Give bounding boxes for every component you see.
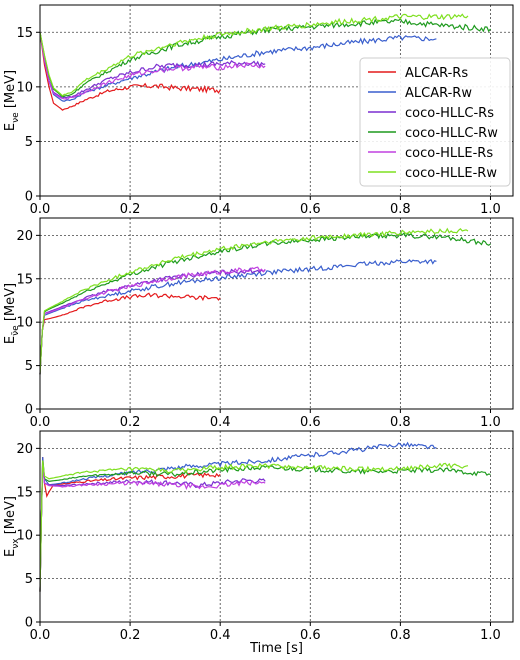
y-tick-label: 10 <box>16 529 33 544</box>
y-tick-label: 20 <box>16 442 33 457</box>
x-tick-label: 1.0 <box>480 628 501 643</box>
series-line-coco-HLLC-Rw <box>39 232 491 375</box>
y-tick-label: 0 <box>25 403 33 418</box>
y-tick-label: 0 <box>25 190 33 205</box>
x-tick-label: 0.4 <box>210 202 231 217</box>
series-line-coco-HLLE-Rw <box>39 227 469 375</box>
axes-frame <box>39 4 514 197</box>
y-axis-label-sub: ν̄e <box>11 325 21 336</box>
y-axis-label: Eν̄e [MeV] <box>3 283 21 344</box>
series-line-ALCAR-Rw <box>39 32 437 102</box>
series-line-coco-HLLE-Rs <box>39 465 266 592</box>
x-tick-label: 0.8 <box>390 628 411 643</box>
x-tick-label: 0.0 <box>30 415 51 430</box>
x-tick-label: 1.0 <box>480 415 501 430</box>
panel-1: 0 5 10 15 0.0 0.2 0.4 0.6 0.8 1.0 Eνe [MeV] ALCAR-R… <box>3 4 514 217</box>
y-tick-label: 5 <box>25 359 33 374</box>
y-axis-label-unit: [MeV] <box>3 496 18 538</box>
x-tick-label: 0.2 <box>120 415 141 430</box>
axes-frame <box>39 217 514 410</box>
legend-label-ALCAR-Rw: ALCAR-Rw <box>405 86 472 101</box>
series-line-coco-HLLC-Rw <box>39 17 491 98</box>
panel-3: 0 5 10 15 20 0.0 0.2 0.4 0.6 0.8 1.0 Eνx [MeV] Time … <box>3 430 514 656</box>
x-tick-label: 0.2 <box>120 202 141 217</box>
y-axis-label-main: E <box>3 549 18 557</box>
y-axis-label-main: E <box>3 336 18 344</box>
legend-label-coco-HLLE-Rw: coco-HLLE-Rw <box>405 166 497 181</box>
x-tick-label: 1.0 <box>480 202 501 217</box>
y-axis-label: Eνe [MeV] <box>3 70 21 131</box>
x-tick-label: 0.0 <box>30 628 51 643</box>
x-tick-label: 0.6 <box>300 202 321 217</box>
y-axis-label: Eνx [MeV] <box>3 496 21 557</box>
y-tick-label: 15 <box>16 272 33 287</box>
x-tick-label: 0.0 <box>30 202 51 217</box>
x-tick-label: 0.8 <box>390 415 411 430</box>
axes-frame <box>39 430 514 623</box>
series-line-ALCAR-Rs <box>39 292 221 375</box>
x-tick-label: 0.6 <box>300 415 321 430</box>
y-tick-label: 10 <box>16 80 33 95</box>
x-axis-label: Time [s] <box>249 641 303 656</box>
series-line-ALCAR-Rw <box>39 258 437 375</box>
y-axis-label-sub: νx <box>11 538 21 549</box>
series-line-ALCAR-Rs <box>39 32 221 111</box>
series-line-ALCAR-Rw <box>39 441 437 592</box>
series-line-coco-HLLC-Rs <box>39 32 266 100</box>
y-axis-label-sub: νe <box>11 112 21 123</box>
y-tick-label: 15 <box>16 485 33 500</box>
legend-box <box>359 57 511 187</box>
legend-label-coco-HLLC-Rw: coco-HLLC-Rw <box>405 126 498 141</box>
y-axis-label-unit: [MeV] <box>3 283 18 325</box>
series-line-coco-HLLE-Rs <box>39 266 266 375</box>
series-line-coco-HLLE-Rs <box>39 32 266 100</box>
x-tick-label: 0.4 <box>210 415 231 430</box>
panel-2: 0 5 10 15 20 0.0 0.2 0.4 0.6 0.8 1.0 Eν̄e [MeV] <box>3 217 514 430</box>
y-tick-label: 0 <box>25 616 33 631</box>
y-axis-label-unit: [MeV] <box>3 70 18 112</box>
legend-label-coco-HLLE-Rs: coco-HLLE-Rs <box>405 146 493 161</box>
legend-label-coco-HLLC-Rs: coco-HLLC-Rs <box>405 106 494 121</box>
series-line-coco-HLLC-Rs <box>39 267 266 375</box>
y-tick-label: 20 <box>16 229 33 244</box>
series-line-coco-HLLC-Rs <box>39 465 266 592</box>
series-line-coco-HLLE-Rw <box>39 460 469 592</box>
x-tick-label: 0.4 <box>210 628 231 643</box>
series-line-coco-HLLE-Rw <box>39 13 469 97</box>
legend-label-ALCAR-Rs: ALCAR-Rs <box>405 66 468 81</box>
y-tick-label: 5 <box>25 572 33 587</box>
y-axis-label-main: E <box>3 123 18 131</box>
y-tick-label: 10 <box>16 316 33 331</box>
y-tick-label: 5 <box>25 135 33 150</box>
x-tick-label: 0.6 <box>300 628 321 643</box>
y-tick-label: 15 <box>16 26 33 41</box>
x-tick-label: 0.2 <box>120 628 141 643</box>
x-tick-label: 0.8 <box>390 202 411 217</box>
